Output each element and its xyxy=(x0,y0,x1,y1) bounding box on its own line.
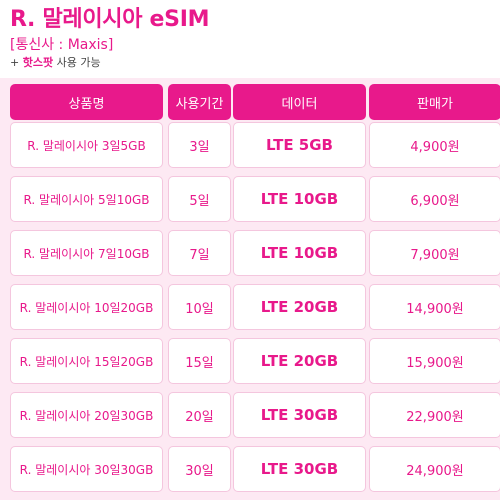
period-cell: 5일 xyxy=(168,176,231,222)
price-cell: 6,900원 xyxy=(369,176,500,222)
period-cell: 10일 xyxy=(168,284,231,330)
table-row: R. 말레이시아 5일10GB 5일 LTE 10GB 6,900원 xyxy=(10,176,500,222)
table-row: R. 말레이시아 30일30GB 30일 LTE 30GB 24,900원 xyxy=(10,446,500,492)
table-header-row: 상품명 사용기간 데이터 판매가 xyxy=(10,84,500,130)
period-cell: 7일 xyxy=(168,230,231,276)
data-cell: LTE 10GB xyxy=(233,230,366,276)
price-cell: 22,900원 xyxy=(369,392,500,438)
price-cell: 24,900원 xyxy=(369,446,500,492)
data-cell: LTE 20GB xyxy=(233,338,366,384)
hotspot-note: + 핫스팟 사용 가능 xyxy=(10,55,209,70)
hotspot-highlight: 핫스팟 xyxy=(22,56,54,69)
data-cell: LTE 5GB xyxy=(233,122,366,168)
price-cell: 7,900원 xyxy=(369,230,500,276)
product-name-cell: R. 말레이시아 7일10GB xyxy=(10,230,163,276)
table-row: R. 말레이시아 7일10GB 7일 LTE 10GB 7,900원 xyxy=(10,230,500,276)
price-cell: 14,900원 xyxy=(369,284,500,330)
carrier-label: [통신사 : Maxis] xyxy=(10,37,114,53)
product-name-cell: R. 말레이시아 30일30GB xyxy=(10,446,163,492)
period-cell: 3일 xyxy=(168,122,231,168)
header: R. 말레이시아 eSIM [통신사 : Maxis] + 핫스팟 사용 가능 xyxy=(10,6,209,70)
product-name-cell: R. 말레이시아 10일20GB xyxy=(10,284,163,330)
data-cell: LTE 30GB xyxy=(233,392,366,438)
data-cell: LTE 10GB xyxy=(233,176,366,222)
product-name-cell: R. 말레이시아 5일10GB xyxy=(10,176,163,222)
data-cell: LTE 20GB xyxy=(233,284,366,330)
column-header-data: 데이터 xyxy=(233,84,366,120)
period-cell: 30일 xyxy=(168,446,231,492)
table-row: R. 말레이시아 10일20GB 10일 LTE 20GB 14,900원 xyxy=(10,284,500,330)
table-row: R. 말레이시아 3일5GB 3일 LTE 5GB 4,900원 xyxy=(10,122,500,168)
product-name-cell: R. 말레이시아 3일5GB xyxy=(10,122,163,168)
table-row: R. 말레이시아 15일20GB 15일 LTE 20GB 15,900원 xyxy=(10,338,500,384)
table-row: R. 말레이시아 20일30GB 20일 LTE 30GB 22,900원 xyxy=(10,392,500,438)
price-cell: 4,900원 xyxy=(369,122,500,168)
column-header-period: 사용기간 xyxy=(168,84,231,120)
price-cell: 15,900원 xyxy=(369,338,500,384)
page-title: R. 말레이시아 eSIM xyxy=(10,7,210,32)
product-name-cell: R. 말레이시아 15일20GB xyxy=(10,338,163,384)
period-cell: 15일 xyxy=(168,338,231,384)
product-name-cell: R. 말레이시아 20일30GB xyxy=(10,392,163,438)
data-cell: LTE 30GB xyxy=(233,446,366,492)
column-header-price: 판매가 xyxy=(369,84,500,120)
column-header-product: 상품명 xyxy=(10,84,163,120)
hotspot-suffix: 사용 가능 xyxy=(53,56,101,69)
hotspot-prefix: + xyxy=(10,56,23,69)
period-cell: 20일 xyxy=(168,392,231,438)
